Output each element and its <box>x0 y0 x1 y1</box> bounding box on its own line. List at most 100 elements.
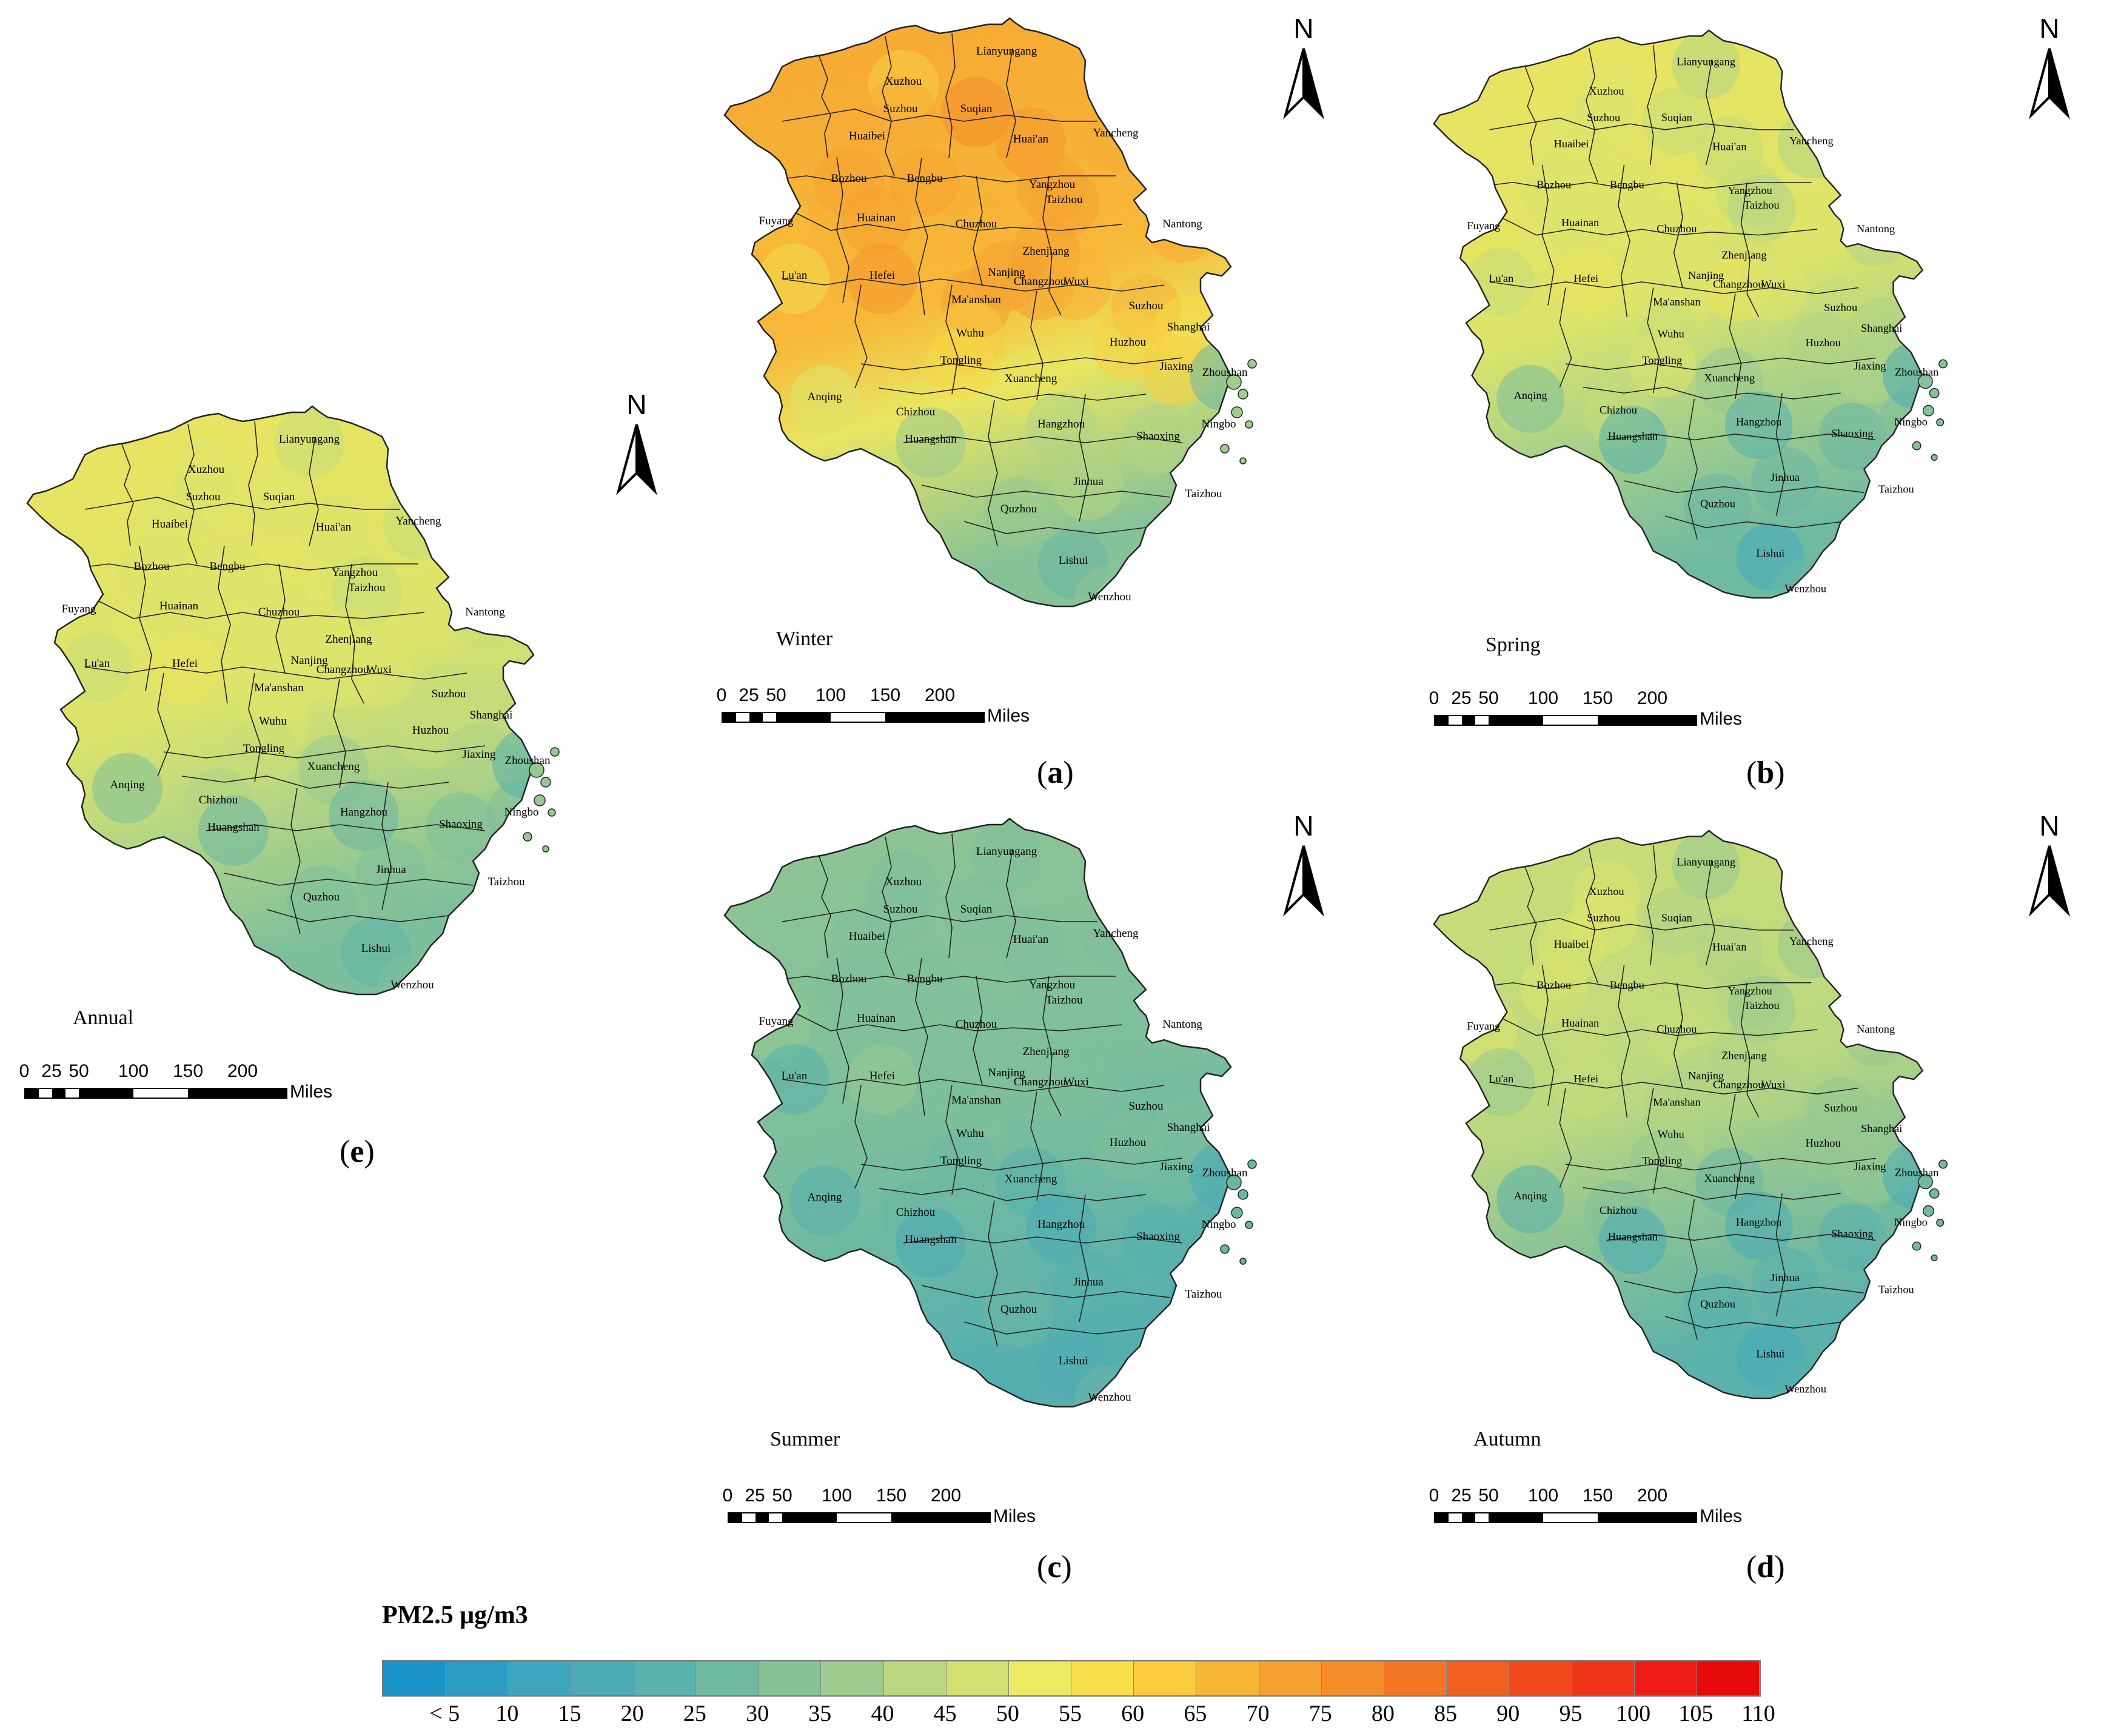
city-label: Tongling <box>940 1155 982 1167</box>
legend-label: 75 <box>1308 1701 1332 1726</box>
city-border <box>1030 1091 1044 1201</box>
city-border <box>290 788 301 934</box>
region-outline <box>1433 29 1924 599</box>
scale-segment <box>885 713 983 722</box>
city-border <box>854 1085 868 1189</box>
city-border <box>1565 1158 1876 1171</box>
city-label: Shanghai <box>1167 1121 1210 1134</box>
city-border <box>248 421 258 546</box>
city-pm25-patch <box>150 632 220 702</box>
city-border <box>1489 117 1794 130</box>
legend-swatch <box>821 1661 884 1695</box>
city-label: Zhenjiang <box>1022 245 1070 258</box>
scale-tick-label: 150 <box>1582 1486 1613 1506</box>
city-label: Nantong <box>1857 223 1895 235</box>
city-border <box>224 873 474 886</box>
scale-bar-winter: 0 25 50 100 150 200 Miles <box>717 685 1049 734</box>
legend-swatch <box>1634 1661 1697 1695</box>
island <box>1231 406 1243 418</box>
city-label: Fuyang <box>62 603 97 615</box>
city-pm25-patch <box>1672 831 1740 900</box>
city-border <box>988 1200 998 1347</box>
island <box>1226 374 1242 390</box>
city-border <box>1501 217 1818 236</box>
city-border <box>1618 164 1630 317</box>
city-border <box>1705 59 1715 166</box>
scale-tick-label: 0 <box>1429 688 1439 708</box>
city-label: Zhoushan <box>1202 1167 1248 1179</box>
island <box>1247 359 1257 369</box>
scale-tick-label: 100 <box>815 685 846 705</box>
pm25-map-annual: Lianyungang Xuzhou Suqian Suzhou Huaibei Huai… <box>26 405 560 996</box>
city-label: Taizhou <box>1185 1288 1222 1301</box>
island <box>529 762 544 778</box>
city-pm25-patch <box>1643 887 1711 956</box>
city-label: Zhoushan <box>1895 366 1938 378</box>
scale-bar-summer: 0 25 50 100 150 200 Miles <box>723 1486 1055 1534</box>
city-label: Wuxi <box>366 663 391 676</box>
north-arrow-icon <box>616 424 657 495</box>
city-label: Suzhou <box>883 903 919 916</box>
scale-tick-label: 100 <box>821 1486 853 1506</box>
city-border <box>1565 357 1876 370</box>
city-border <box>1489 1082 1858 1094</box>
scale-segment <box>736 713 749 722</box>
panel-letter-e: (e) <box>340 1134 375 1169</box>
region-outline <box>723 817 1232 1408</box>
legend-label: 40 <box>871 1701 894 1726</box>
island <box>1247 1159 1257 1169</box>
city-label: Bengbu <box>1610 178 1644 190</box>
legend-label: 30 <box>746 1701 769 1726</box>
city-label: Lishui <box>1059 1355 1088 1367</box>
scale-segment <box>1462 1513 1475 1522</box>
scale-segment <box>133 1089 188 1098</box>
north-arrow-icon <box>1283 845 1324 917</box>
city-border <box>1489 917 1794 931</box>
scale-segment <box>1489 1513 1543 1522</box>
city-label: Quzhou <box>1000 1303 1037 1316</box>
city-pm25-patch <box>1599 406 1667 474</box>
city-pm25-patch <box>1599 1206 1667 1275</box>
city-border <box>333 679 346 789</box>
city-pm25-patch <box>1751 447 1819 515</box>
legend-swatch <box>633 1661 696 1695</box>
city-border <box>1524 865 1537 965</box>
scale-tick-label: 200 <box>1637 1486 1668 1506</box>
city-border <box>963 1321 1147 1335</box>
city-border <box>1729 1094 1742 1200</box>
city-pm25-patch <box>1628 330 1697 398</box>
city-label: Wuhu <box>956 1127 984 1140</box>
legend-swatch <box>1697 1661 1760 1695</box>
city-label: Suqian <box>960 102 993 115</box>
city-pm25-patch <box>926 1129 996 1199</box>
island <box>1239 457 1247 464</box>
legend-label: 110 <box>1741 1701 1775 1726</box>
city-label: Tongling <box>243 742 285 755</box>
island <box>1938 359 1948 369</box>
city-pm25-patch <box>841 186 911 256</box>
map-panel-spring: Lianyungang Xuzhou Suqian Suzhou Huaibei Huai… <box>1429 0 2104 800</box>
city-border <box>266 909 449 922</box>
city-label: Xuancheng <box>307 760 360 773</box>
island <box>1231 1207 1243 1219</box>
scale-segment <box>729 1513 742 1522</box>
city-border <box>309 436 319 546</box>
city-label: Yancheng <box>1789 935 1833 947</box>
scale-segment <box>742 1513 755 1522</box>
city-label: Zhoushan <box>1202 366 1248 379</box>
city-border <box>1466 982 1812 990</box>
city-label: Wenzhou <box>1784 1382 1826 1395</box>
region-outline <box>723 17 1232 608</box>
scale-bar-segments <box>1434 715 1697 726</box>
city-pm25-patch <box>789 365 860 435</box>
city-pm25-patch <box>1751 1247 1819 1316</box>
city-border <box>60 563 418 571</box>
legend-label: 65 <box>1184 1701 1207 1726</box>
city-border <box>782 909 1097 922</box>
city-label: Lianyungang <box>976 45 1037 58</box>
scale-tick-label: 150 <box>869 685 901 705</box>
city-border <box>1647 44 1657 165</box>
scale-segment <box>1598 716 1696 725</box>
scale-tick-label: 200 <box>1637 688 1668 708</box>
city-label: Fuyang <box>1467 1020 1500 1032</box>
